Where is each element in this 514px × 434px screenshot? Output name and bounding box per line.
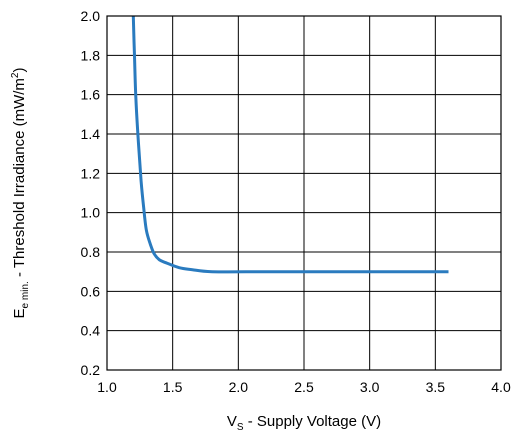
y-axis-label-end: ) [11, 68, 28, 73]
y-tick-label: 2.0 [81, 8, 101, 24]
x-tick-label: 1.5 [163, 379, 183, 395]
x-axis-label-main: V [227, 413, 237, 430]
y-tick-label: 1.6 [81, 87, 101, 103]
x-tick-labels: 1.0 1.5 2.0 2.5 3.0 3.5 4.0 [97, 379, 511, 395]
y-axis-label: Ee min. - Threshold Irradiance (mW/m2) [10, 68, 31, 319]
y-tick-label: 1.0 [81, 205, 101, 221]
plot-area [131, 15, 449, 274]
x-tick-label: 1.0 [97, 379, 117, 395]
y-tick-label: 0.6 [81, 283, 101, 299]
y-tick-label: 0.2 [81, 362, 101, 378]
y-tick-label: 1.4 [81, 126, 101, 142]
y-tick-label: 1.2 [81, 165, 101, 181]
x-axis-label-rest: - Supply Voltage (V) [244, 413, 382, 430]
x-tick-label: 3.5 [426, 379, 446, 395]
y-axis-label-rest: - Threshold Irradiance (mW/m [11, 78, 28, 281]
grid [107, 16, 501, 370]
y-tick-label: 0.4 [81, 323, 101, 339]
x-tick-label: 3.0 [360, 379, 380, 395]
plot-frame [106, 15, 502, 371]
x-axis-label: VS - Supply Voltage (V) [227, 413, 381, 433]
y-tick-label: 0.8 [81, 244, 101, 260]
y-axis-label-sup: 2 [10, 72, 21, 78]
y-tick-labels: 0.2 0.4 0.6 0.8 1.0 1.2 1.4 1.6 1.8 2.0 [81, 8, 101, 378]
y-axis-label-sub: e min. [20, 281, 31, 308]
y-tick-label: 1.8 [81, 47, 101, 63]
x-tick-label: 2.5 [294, 379, 314, 395]
y-axis-label-main: E [11, 308, 28, 318]
x-tick-label: 2.0 [229, 379, 249, 395]
series-line [131, 15, 449, 274]
x-axis-label-sub: S [237, 422, 244, 433]
x-tick-label: 4.0 [491, 379, 511, 395]
